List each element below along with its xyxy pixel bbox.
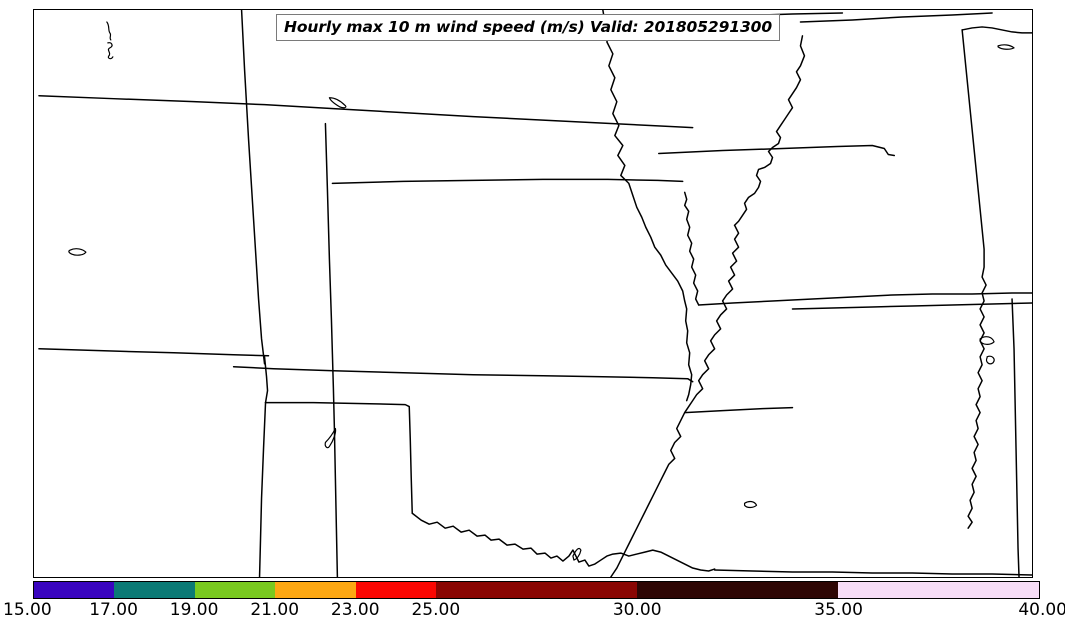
- colorbar-segment-teal[interactable]: [114, 582, 195, 598]
- river-branch-oklahoma-small: [572, 547, 582, 561]
- state-border-iowa-missouri: [657, 144, 896, 157]
- lake-feature-reservoir-east-2: [986, 355, 995, 365]
- lake-feature-reservoir-nw: [328, 97, 347, 109]
- state-border-indiana-north: [961, 26, 1032, 34]
- colorbar-segment-pale-lavender[interactable]: [837, 582, 1039, 598]
- river-mississippi-lower: [610, 224, 740, 577]
- colorbar[interactable]: [33, 581, 1040, 599]
- river-red-oklahoma-texas: [411, 512, 716, 572]
- state-border-colorado-east: [324, 122, 339, 577]
- state-border-texas-panhandle-west: [258, 401, 267, 577]
- lake-feature-reservoir-oklahoma: [324, 427, 337, 449]
- state-border-illinois-indiana: [961, 29, 987, 529]
- plot-title: Hourly max 10 m wind speed (m/s) Valid: …: [276, 14, 781, 41]
- river-mississippi-missouri-illinois: [733, 35, 806, 226]
- colorbar-tick-30-00: 30.00: [612, 600, 662, 620]
- lake-feature-north-1: [106, 21, 112, 41]
- colorbar-segment-violet-blue[interactable]: [34, 582, 115, 598]
- state-border-illinois-north: [799, 12, 993, 23]
- lake-feature-reservoir-east-1: [979, 336, 995, 345]
- state-border-oklahoma-panhandle-west: [263, 356, 269, 404]
- colorbar-segment-orange[interactable]: [275, 582, 356, 598]
- lake-feature-reservoir-colorado: [68, 248, 87, 256]
- state-border-colorado-north: [38, 94, 694, 129]
- state-border-kansas-oklahoma: [232, 365, 694, 383]
- colorbar-tick-17-00: 17.00: [89, 600, 138, 620]
- colorbar-tick-19-00: 19.00: [169, 600, 219, 620]
- state-border-oklahoma-panhandle: [264, 401, 413, 514]
- state-border-mississippi-alabama: [1011, 298, 1020, 577]
- river-missouri-nebraska-iowa: [602, 10, 693, 402]
- lake-feature-reservoir-southeast: [743, 500, 758, 509]
- colorbar-tick-40-00: 40.00: [1018, 600, 1065, 620]
- lake-feature-north-2: [107, 42, 114, 60]
- colorbar-segment-red[interactable]: [355, 582, 436, 598]
- colorbar-tick-25-00: 25.00: [411, 600, 461, 620]
- colorbar-segments[interactable]: [33, 581, 1040, 599]
- state-border-wyoming-nebraska: [240, 10, 266, 365]
- lake-feature-michigan-shore: [997, 44, 1015, 50]
- state-border-colorado-south: [38, 348, 270, 357]
- state-border-nebraska-kansas: [331, 178, 684, 185]
- colorbar-tick-35-00: 35.00: [814, 600, 863, 620]
- colorbar-segment-yellow-green[interactable]: [194, 582, 276, 598]
- map-panel[interactable]: [33, 9, 1033, 578]
- colorbar-segment-very-dark-maroon[interactable]: [636, 582, 838, 598]
- state-border-kansas-missouri: [683, 191, 700, 306]
- state-border-kentucky-tennessee: [791, 302, 1032, 310]
- colorbar-segment-dark-red[interactable]: [435, 582, 637, 598]
- colorbar-tick-21-00: 21.00: [250, 600, 300, 620]
- colorbar-tick-15-00: 15.00: [3, 600, 52, 620]
- colorbar-tick-labels: 15.00 17.00 19.00 21.00 23.00 25.00 30.00 35.00…: [0, 600, 1065, 626]
- state-border-arkansas-louisiana: [713, 569, 1032, 576]
- map-geography-svg: [38, 10, 1032, 577]
- state-border-missouri-arkansas: [697, 292, 1032, 306]
- state-border-tennessee-notch: [683, 406, 794, 414]
- colorbar-tick-23-00: 23.00: [330, 600, 380, 620]
